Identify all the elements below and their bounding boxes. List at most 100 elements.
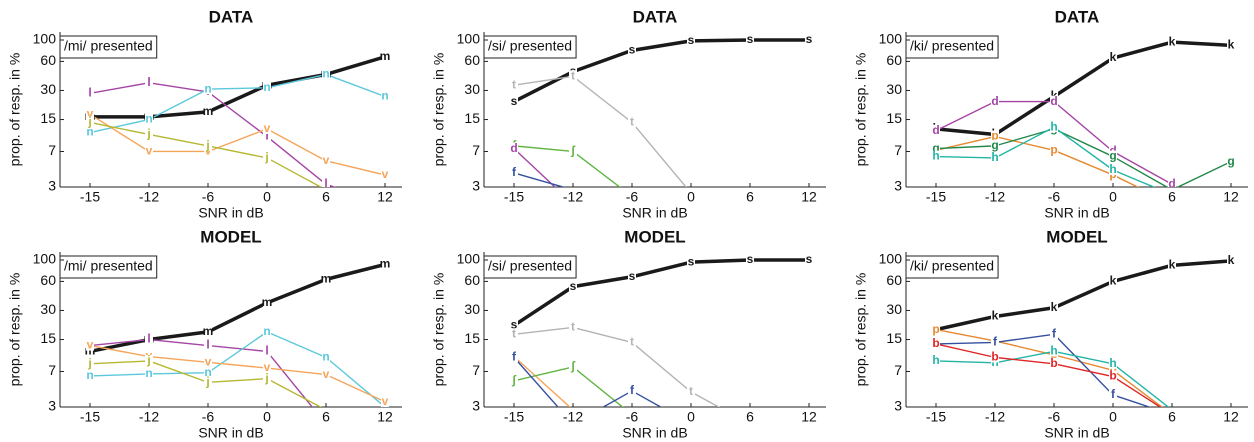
y-tick-label: 100 — [879, 31, 903, 47]
series-line — [89, 344, 386, 403]
panel-title: DATA — [209, 7, 254, 26]
y-axis-label: prop. of resp. in % — [853, 273, 869, 387]
x-tick-label: 6 — [746, 409, 754, 425]
series-marker: m — [380, 257, 391, 271]
marker-bg — [628, 270, 636, 282]
x-tick-label: -12 — [139, 409, 159, 425]
marker-bg — [1050, 357, 1058, 369]
series-line — [935, 40, 1232, 137]
x-tick-label: 6 — [1168, 189, 1176, 205]
x-tick-label: 12 — [377, 189, 393, 205]
y-tick-label: 7 — [48, 362, 56, 378]
marker-bg — [322, 273, 330, 285]
series-line — [513, 75, 687, 187]
series-marker: v — [146, 144, 153, 158]
marker-bg — [1109, 370, 1117, 382]
x-tick-label: -12 — [985, 409, 1005, 425]
marker-bg — [204, 366, 212, 378]
plot-area: kkkkkkppppffffhhhhbbbb — [932, 253, 1235, 407]
series-marker: b — [991, 350, 998, 364]
series-marker: s — [688, 33, 695, 47]
series-marker: t — [571, 69, 575, 83]
y-tick-label: 30 — [40, 301, 56, 317]
series-marker: p — [932, 322, 939, 336]
y-tick-label: 60 — [886, 272, 902, 288]
annotation: /mi/ presented — [64, 258, 153, 274]
marker-bg — [1109, 275, 1117, 287]
x-tick-label: -15 — [926, 189, 946, 205]
series-line — [935, 128, 1232, 187]
y-tick-label: 7 — [472, 362, 480, 378]
x-axis-label: SNR in dB — [1044, 205, 1109, 221]
series-marker: d — [991, 94, 998, 108]
x-tick-label: 0 — [1109, 409, 1117, 425]
y-tick-label: 3 — [894, 178, 902, 194]
x-tick-label: -15 — [80, 189, 100, 205]
series-line — [513, 172, 566, 187]
series-marker: j — [87, 115, 91, 129]
marker-bg — [628, 336, 636, 348]
marker-bg — [204, 325, 212, 337]
y-tick-label: 3 — [48, 398, 56, 414]
series-marker: f — [993, 335, 998, 349]
x-tick-label: -15 — [504, 189, 524, 205]
marker-bg — [932, 150, 940, 162]
series-marker: v — [382, 394, 389, 408]
series-marker: j — [264, 371, 268, 385]
series-line — [513, 258, 809, 327]
x-tick-label: 12 — [801, 189, 817, 205]
y-tick-label: 100 — [879, 251, 903, 267]
series-marker: l — [324, 176, 327, 190]
marker-bg — [1109, 52, 1117, 64]
series-marker: j — [146, 353, 150, 367]
panel: MODEL 3 7 15 30 60 100 -15 -12 -6 0 6 12 SNR in dB pro… — [431, 227, 826, 441]
marker-bg — [322, 368, 330, 380]
series-marker: k — [1169, 34, 1176, 48]
annotation: /si/ presented — [488, 38, 572, 54]
series-line — [513, 356, 571, 407]
marker-bg — [687, 34, 695, 46]
y-tick-label: 3 — [472, 178, 480, 194]
series-marker: s — [629, 43, 636, 57]
marker-bg — [991, 95, 999, 107]
series-line — [513, 148, 556, 187]
marker-bg — [1109, 150, 1117, 162]
marker-bg — [991, 151, 999, 163]
marker-bg — [932, 337, 940, 349]
series-marker: l — [147, 75, 150, 89]
series-marker: m — [380, 49, 391, 63]
series-marker: h — [1050, 119, 1057, 133]
marker-bg — [86, 339, 94, 351]
y-tick-label: 15 — [886, 330, 902, 346]
x-axis-label: SNR in dB — [198, 425, 263, 441]
series-marker: f — [512, 165, 517, 179]
marker-bg — [1227, 39, 1235, 51]
series-marker: d — [1050, 94, 1057, 108]
plot-area: mmmmmmlllllnnnnnnvvvvvvjjjj — [85, 49, 391, 190]
series-marker: t — [689, 384, 693, 398]
marker-bg — [1168, 178, 1176, 187]
marker-bg — [1168, 36, 1176, 48]
panel-title: MODEL — [200, 227, 261, 246]
x-tick-label: -12 — [563, 409, 583, 425]
y-tick-label: 60 — [464, 272, 480, 288]
x-tick-label: -6 — [202, 189, 215, 205]
marker-bg — [263, 130, 271, 142]
y-tick-label: 100 — [457, 251, 481, 267]
marker-bg — [510, 328, 518, 340]
x-tick-label: 6 — [322, 189, 330, 205]
annotation: /mi/ presented — [64, 38, 153, 54]
marker-bg — [263, 81, 271, 93]
series-marker: k — [1169, 258, 1176, 272]
series-marker: n — [145, 366, 152, 380]
panel-title: MODEL — [1046, 227, 1107, 246]
series-marker: n — [204, 365, 211, 379]
series-marker: v — [87, 106, 94, 120]
marker-bg — [687, 385, 695, 397]
x-tick-label: 0 — [263, 409, 271, 425]
marker-bg — [263, 345, 271, 357]
marker-bg — [145, 367, 153, 379]
series-marker: m — [85, 344, 96, 358]
x-tick-label: 12 — [801, 409, 817, 425]
